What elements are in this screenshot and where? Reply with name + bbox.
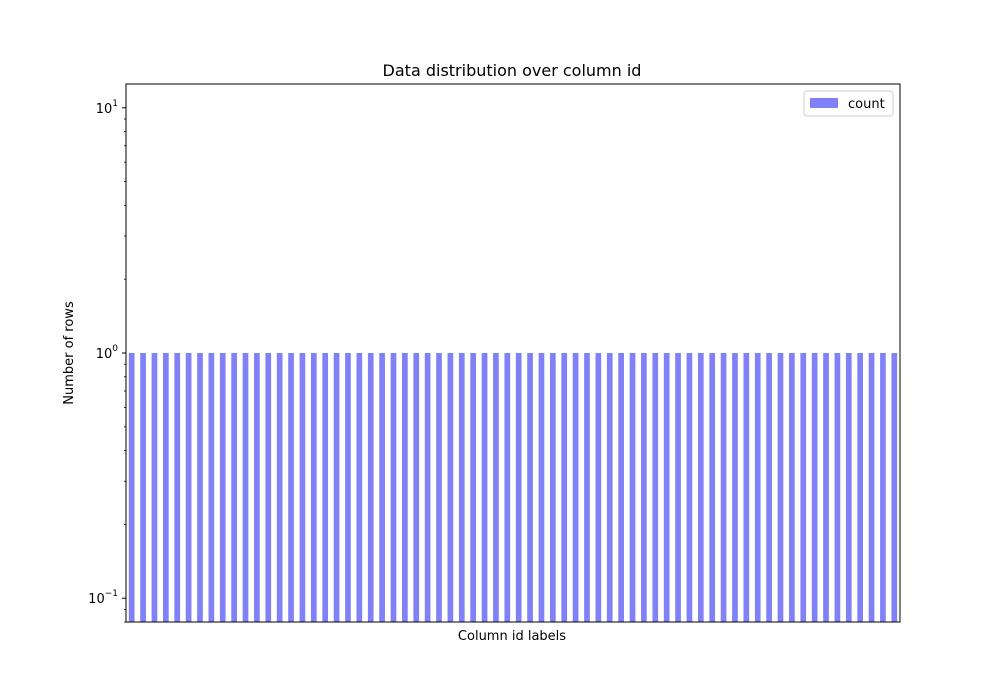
- bar: [174, 353, 181, 622]
- bar: [140, 353, 146, 622]
- bar: [652, 353, 659, 622]
- bar: [584, 353, 590, 622]
- legend-box: [803, 90, 894, 117]
- bar: [641, 353, 647, 622]
- bar: [777, 353, 784, 622]
- bar: [675, 353, 681, 622]
- bar: [834, 353, 841, 622]
- bar: [766, 353, 772, 622]
- bar: [470, 353, 477, 622]
- y-tick-label: 100: [96, 344, 119, 362]
- bar: [379, 353, 385, 622]
- bar: [891, 353, 898, 622]
- bar: [458, 353, 465, 622]
- chart-title: Data distribution over column id: [383, 61, 642, 80]
- bar: [880, 353, 886, 622]
- bar: [572, 353, 579, 622]
- bar: [151, 353, 158, 622]
- y-axis-ticks: 10−1 100 101: [88, 99, 126, 623]
- bar: [208, 353, 215, 622]
- bar: [299, 353, 306, 622]
- bar: [345, 353, 351, 622]
- bar: [185, 353, 192, 622]
- bar: [527, 353, 533, 622]
- bar: [231, 353, 237, 622]
- bar: [515, 353, 522, 622]
- bar: [276, 353, 283, 622]
- bar: [254, 353, 260, 622]
- bar: [868, 353, 875, 622]
- bar: [447, 353, 454, 622]
- bar: [811, 353, 818, 622]
- bar: [618, 353, 624, 622]
- bar: [481, 353, 488, 622]
- bar: [128, 353, 135, 622]
- bar: [743, 353, 750, 622]
- bars-layer: [128, 353, 898, 622]
- x-axis-label: Column id labels: [458, 629, 566, 644]
- bar: [549, 353, 556, 622]
- legend: count: [803, 90, 894, 117]
- bar: [333, 353, 340, 622]
- bar: [595, 353, 602, 622]
- bar: [720, 353, 727, 622]
- bar: [242, 353, 249, 622]
- bar: [709, 353, 716, 622]
- bar: [663, 353, 670, 622]
- bar: [424, 353, 431, 622]
- y-tick-label: 101: [96, 99, 118, 117]
- bar: [504, 353, 511, 622]
- bar: [538, 353, 545, 622]
- plot-frame: [125, 83, 901, 623]
- bar: [845, 353, 852, 622]
- bar: [390, 353, 397, 622]
- legend-label: count: [848, 97, 885, 112]
- bar: [606, 353, 613, 622]
- y-tick-label: 10−1: [88, 589, 118, 607]
- bar: [697, 353, 704, 622]
- bar: [493, 353, 499, 622]
- bar: [197, 353, 203, 622]
- bar: [686, 353, 693, 622]
- bar: [823, 353, 829, 622]
- bar: [322, 353, 329, 622]
- bar: [162, 353, 169, 622]
- bar: [789, 353, 795, 622]
- bar: [561, 353, 568, 622]
- bar: [436, 353, 442, 622]
- bar: [356, 353, 363, 622]
- bar: [288, 353, 294, 622]
- bar: [857, 353, 864, 622]
- bar: [629, 353, 636, 622]
- legend-swatch: [810, 98, 838, 108]
- bar: [732, 353, 738, 622]
- bar: [219, 353, 226, 622]
- bar: [367, 353, 374, 622]
- bar: [413, 353, 420, 622]
- bar: [402, 353, 408, 622]
- bar: [265, 353, 272, 622]
- bar: [310, 353, 317, 622]
- y-axis-label: Number of rows: [62, 301, 77, 405]
- bar: [754, 353, 761, 622]
- bar: [800, 353, 807, 622]
